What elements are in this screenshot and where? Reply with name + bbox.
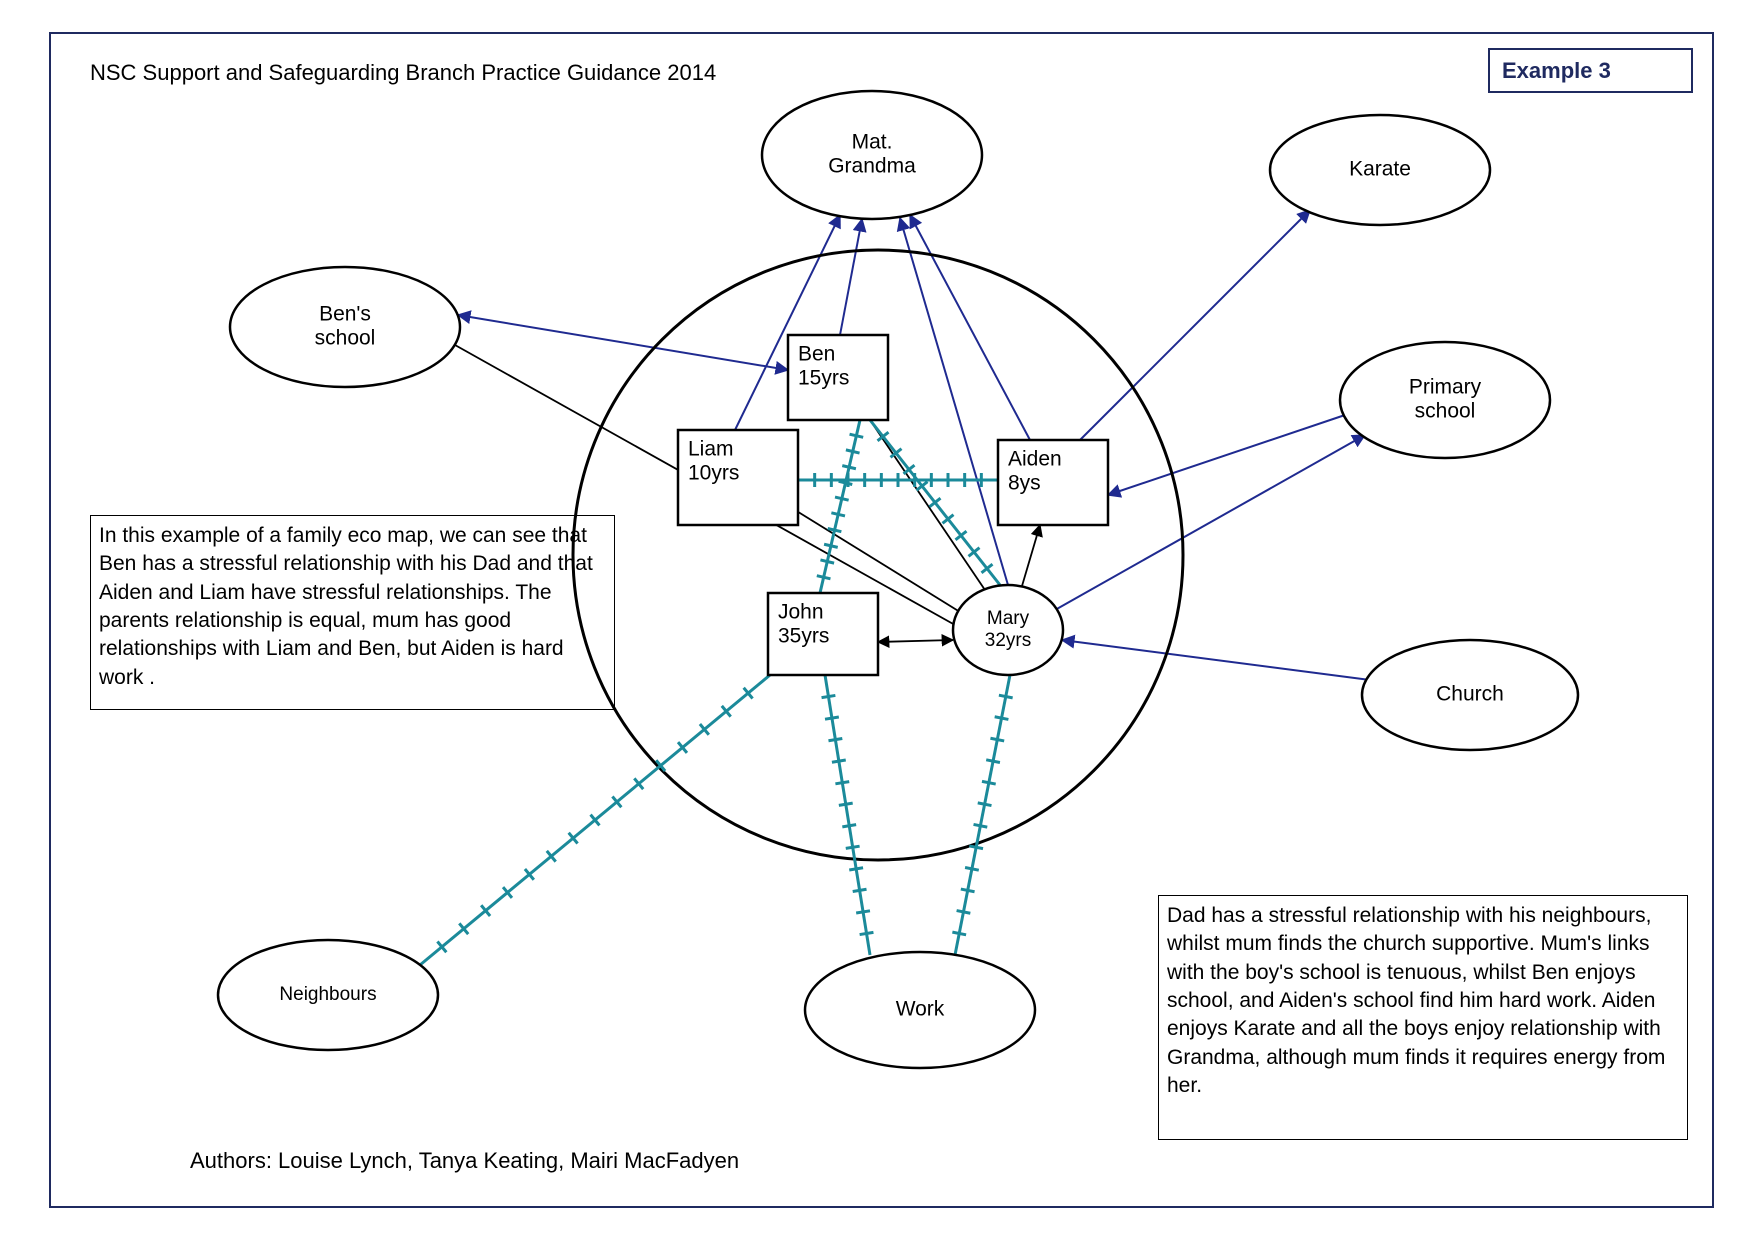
edge-navy-8 [458, 315, 788, 370]
stress-edge-3 [822, 675, 874, 955]
node-label-primary: Primary [1409, 375, 1482, 398]
node-label-primary: school [1415, 400, 1476, 423]
edge-navy-5 [1108, 415, 1345, 495]
stress-edge-5 [870, 420, 1000, 585]
stress-edge-1 [817, 420, 863, 593]
node-label-benschool: Ben's [319, 302, 371, 325]
node-label-grandma: Grandma [828, 155, 916, 178]
diagram-canvas: Mat.GrandmaKarateBen'sschoolPrimaryschoo… [0, 0, 1754, 1241]
edge-black-1 [1022, 525, 1040, 586]
node-label-liam: 10yrs [688, 462, 739, 485]
node-label-john: 35yrs [778, 625, 829, 648]
node-label-aiden: 8ys [1008, 472, 1041, 495]
node-label-ben: 15yrs [798, 367, 849, 390]
node-label-karate: Karate [1349, 158, 1411, 181]
node-label-church: Church [1436, 683, 1504, 706]
stress-edge-0 [798, 473, 998, 487]
node-label-neighbours: Neighbours [279, 984, 376, 1005]
edge-navy-0 [840, 219, 862, 335]
edge-navy-4 [1080, 210, 1310, 440]
stress-edge-4 [952, 675, 1012, 955]
edge-navy-2 [910, 215, 1030, 440]
edge-black-4 [878, 640, 953, 642]
node-label-mary: 32yrs [985, 630, 1031, 651]
stress-edge-2 [420, 675, 770, 965]
edge-navy-7 [1062, 640, 1370, 680]
node-label-work: Work [896, 998, 945, 1021]
node-label-mary: Mary [987, 608, 1030, 629]
node-label-grandma: Mat. [852, 130, 893, 153]
node-label-ben: Ben [798, 343, 835, 366]
node-label-benschool: school [315, 327, 376, 350]
node-label-john: John [778, 601, 824, 624]
page: Example 3 NSC Support and Safeguarding B… [0, 0, 1754, 1241]
node-label-liam: Liam [688, 438, 734, 461]
node-label-aiden: Aiden [1008, 448, 1062, 471]
